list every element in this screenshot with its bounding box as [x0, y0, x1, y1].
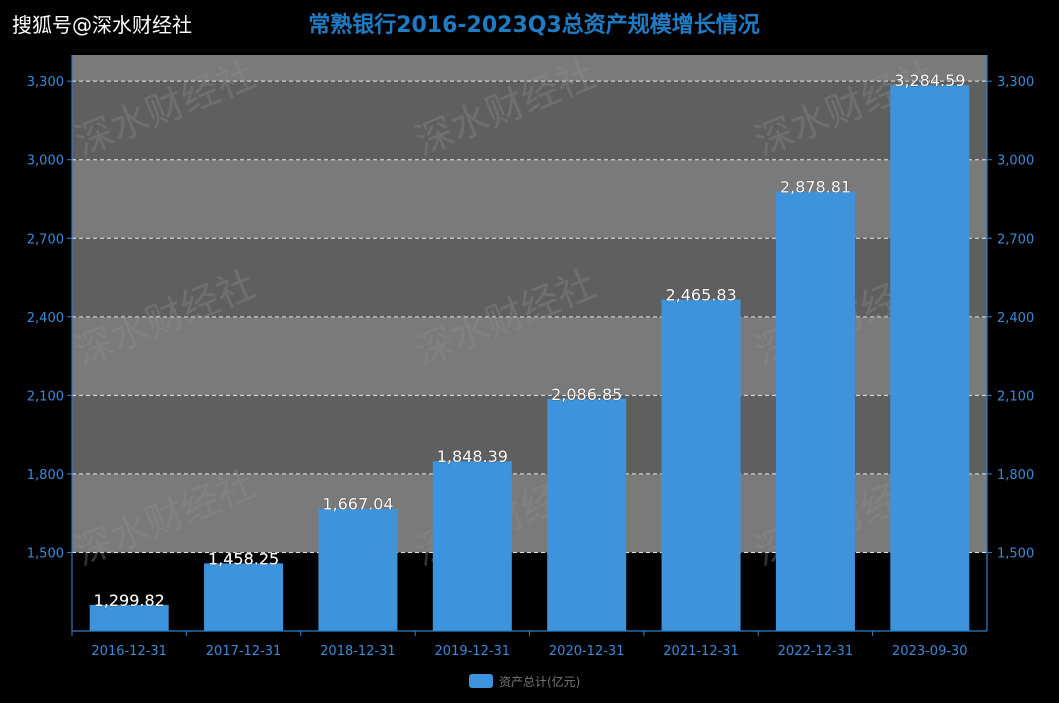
y-tick-label-left: 2,700	[27, 232, 64, 247]
background-band	[72, 81, 987, 160]
bar-value-label: 1,667.04	[322, 495, 393, 514]
y-tick-label-right: 2,100	[997, 389, 1034, 404]
y-tick-label-left: 3,300	[27, 75, 64, 90]
bar	[661, 299, 741, 631]
y-tick-label-right: 1,500	[997, 546, 1034, 561]
x-tick-label: 2016-12-31	[91, 644, 167, 659]
x-tick-label: 2021-12-31	[663, 644, 739, 659]
bar-value-label: 1,848.39	[437, 447, 508, 466]
gridlines	[72, 80, 987, 553]
bar	[547, 398, 627, 631]
chart-title: 常熟银行2016-2023Q3总资产规模增长情况	[308, 12, 760, 38]
y-tick-label-left: 1,800	[27, 468, 64, 483]
x-tick-label: 2019-12-31	[435, 644, 511, 659]
legend-label[interactable]: 资产总计(亿元)	[499, 674, 580, 689]
y-tick-label-right: 1,800	[997, 468, 1034, 483]
bars	[89, 85, 970, 632]
x-tick-label: 2023-09-30	[892, 644, 968, 659]
legend[interactable]: 资产总计(亿元)	[469, 674, 580, 689]
y-tick-label-right: 2,700	[997, 232, 1034, 247]
x-tick-label: 2022-12-31	[778, 644, 854, 659]
y-tick-label-left: 3,000	[27, 154, 64, 169]
source-watermark-label: 搜狐号@深水财经社	[12, 13, 192, 37]
bar-value-label: 1,299.82	[94, 591, 165, 610]
value-labels: 1,299.82 1,458.25 1,667.04 1,848.39 2,086.85…	[93, 71, 965, 610]
y-tick-label-left: 1,500	[27, 546, 64, 561]
bar-value-label: 1,458.25	[208, 549, 279, 568]
bar-value-label: 2,878.81	[780, 177, 851, 196]
bar-value-label: 3,284.59	[894, 71, 965, 90]
legend-swatch[interactable]	[469, 674, 493, 688]
x-tick-label: 2020-12-31	[549, 644, 625, 659]
y-tick-label-right: 3,300	[997, 75, 1034, 90]
y-tick-label-right: 3,000	[997, 154, 1034, 169]
bar	[89, 604, 169, 631]
bar	[775, 191, 855, 631]
bar	[432, 461, 512, 631]
axes: 1,500 1,500 1,800 1,800 2,100 2,100 2,400 2,400…	[27, 55, 1034, 659]
x-tick-label: 2017-12-31	[206, 644, 282, 659]
bar	[890, 85, 970, 632]
y-tick-label-right: 2,400	[997, 311, 1034, 326]
y-tick-label-left: 2,400	[27, 311, 64, 326]
bar-value-label: 2,465.83	[665, 286, 736, 305]
bar	[318, 508, 398, 631]
bar-value-label: 2,086.85	[551, 385, 622, 404]
background-band	[72, 55, 987, 82]
bar	[204, 563, 284, 631]
x-tick-label: 2018-12-31	[320, 644, 396, 659]
y-tick-label-left: 2,100	[27, 389, 64, 404]
